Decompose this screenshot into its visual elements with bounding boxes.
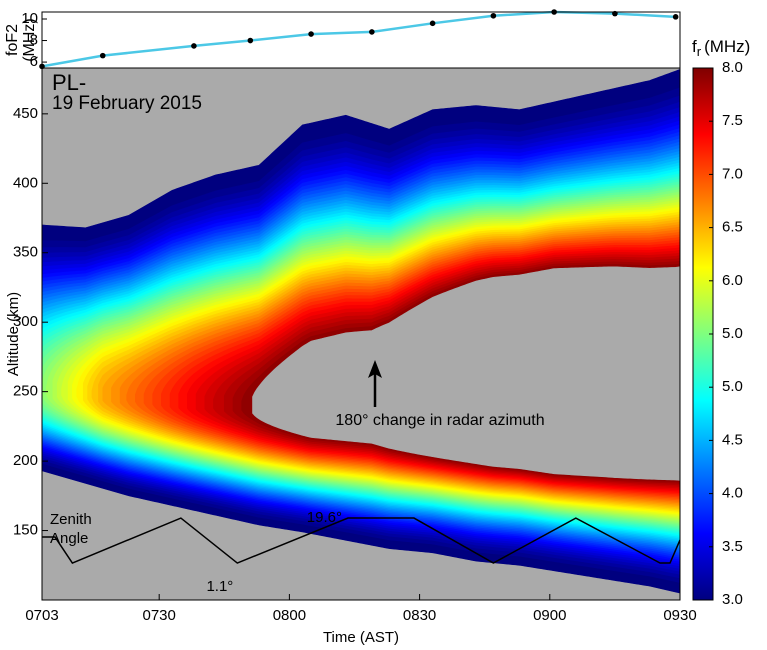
- colorbar-label-unit: (MHz): [704, 37, 750, 56]
- top-frame: [41, 11, 681, 69]
- y-tick-label: 250: [13, 383, 38, 400]
- overlay: 6 8 10 1.1° 19.6° Zenith Angle 0703 0730 0800 0830…: [13, 9, 743, 624]
- annotation: 180° change in radar azimuth: [335, 412, 544, 429]
- chart-title: PL-: [52, 70, 86, 95]
- y-tick-label: 350: [13, 244, 38, 261]
- y-axis-label: (MHz): [21, 18, 38, 62]
- x-tick-label: 0800: [273, 607, 306, 624]
- colorbar-tick-label: 3.0: [722, 591, 743, 608]
- y-tick-label: 400: [13, 174, 38, 191]
- x-tick-label: 0900: [533, 607, 566, 624]
- fof2-marker: [490, 12, 497, 19]
- x-tick-label: 0703: [25, 607, 58, 624]
- zenith-label: Angle: [50, 530, 88, 547]
- zenith-angle-line: [42, 517, 680, 564]
- colorbar-tick-label: 6.5: [722, 219, 743, 236]
- x-tick-label: 0930: [663, 607, 696, 624]
- arrow-head: [368, 360, 382, 378]
- colorbar-label-main: f: [692, 37, 697, 56]
- x-axis-label: Time (AST): [323, 629, 399, 646]
- zenith-label: Zenith: [50, 511, 92, 528]
- y-tick-label: 10: [21, 10, 38, 27]
- y-tick-label: 6: [30, 53, 38, 70]
- colorbar-label: fr (MHz): [692, 37, 750, 59]
- colorbar-tick-label: 8.0: [722, 59, 743, 76]
- fof2-marker: [191, 43, 197, 49]
- fof2-marker: [369, 29, 375, 35]
- fof2-marker: [247, 37, 254, 44]
- frequency-band: [252, 266, 680, 481]
- colorbar-tick-label: 6.0: [722, 272, 743, 289]
- y-tick-label: 450: [13, 105, 38, 122]
- y-tick-label: 200: [13, 452, 38, 469]
- y-tick-label: 150: [13, 522, 38, 539]
- colorbar-tick-label: 3.5: [722, 538, 743, 555]
- fof2-marker: [429, 20, 436, 27]
- colorbar-tick-label: 4.0: [722, 485, 743, 502]
- y-axis-label: Altitude (km): [5, 292, 22, 376]
- x-tick-label: 0830: [403, 607, 436, 624]
- colorbar-tick-label: 5.0: [722, 325, 743, 342]
- fof2-marker: [99, 52, 106, 59]
- y-tick-label: 300: [13, 313, 38, 330]
- colorbar-tick-label: 4.5: [722, 431, 743, 448]
- fof2-marker: [308, 31, 314, 37]
- chart-subtitle: 19 February 2015: [52, 93, 202, 114]
- fof2-line: [41, 10, 676, 68]
- colorbar-tick-label: 7.5: [722, 112, 743, 129]
- colorbar-label-sub: r: [697, 44, 702, 59]
- plot-area: [42, 68, 680, 600]
- zenith-value-label: 1.1°: [206, 578, 233, 595]
- zenith-value-label: 19.6°: [307, 509, 342, 526]
- x-tick-label: 0730: [142, 607, 175, 624]
- plot-frame: [41, 67, 681, 601]
- y-tick-label: 8: [30, 32, 38, 49]
- colorbar-tick-label: 5.0: [722, 378, 743, 395]
- fof2-marker: [672, 14, 679, 20]
- colorbar-tick-label: 7.0: [722, 165, 743, 182]
- y-axis-label: foF2: [4, 24, 21, 56]
